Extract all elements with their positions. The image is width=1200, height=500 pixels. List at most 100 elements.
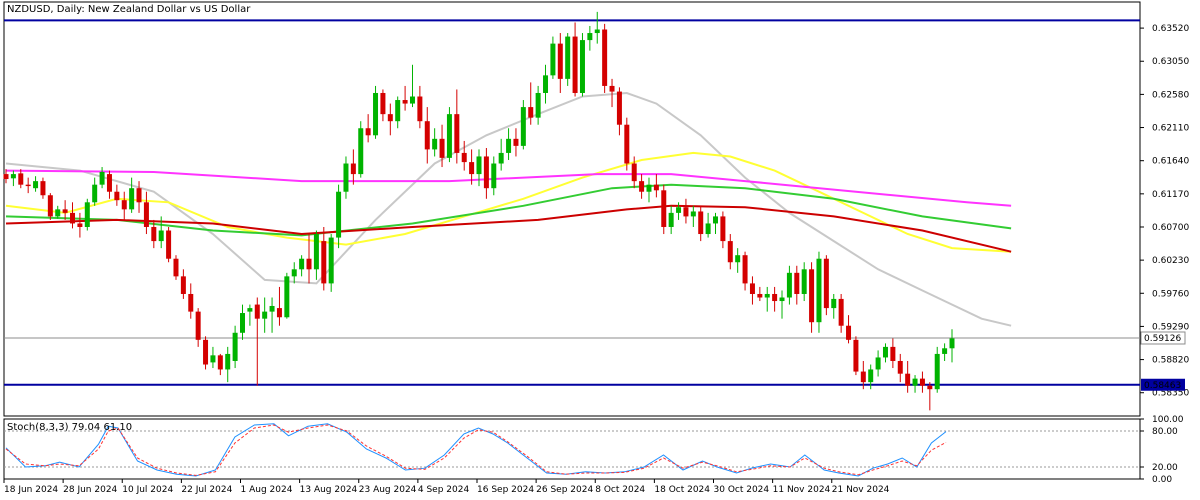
x-tick-label: 22 Jul 2024 (181, 485, 232, 495)
candle-body (321, 241, 327, 284)
x-tick-label: 10 Jul 2024 (122, 485, 173, 495)
candle-body (831, 298, 837, 309)
candle-body (905, 373, 911, 386)
candle-body (158, 230, 164, 242)
candle-body (291, 269, 297, 277)
x-tick-label: 28 Jun 2024 (63, 485, 117, 495)
candle-body (373, 92, 379, 136)
current-price-box (1140, 331, 1186, 345)
candle-body (890, 346, 896, 361)
moving-average-line (5, 204, 1012, 253)
candle-body (446, 114, 452, 158)
y-tick-label: 0.58820 (1152, 356, 1189, 366)
candle-body (483, 156, 489, 189)
candle-body (491, 163, 497, 189)
candle-body (875, 357, 881, 370)
candle-body (698, 211, 704, 235)
candle-body (853, 339, 859, 372)
stoch-tick-label: 100.00 (1152, 415, 1184, 425)
candle-body (240, 313, 245, 333)
y-tick-label: 0.60700 (1152, 223, 1189, 233)
candle-body (269, 305, 275, 312)
candle-body (668, 212, 674, 227)
candle-body (942, 348, 948, 354)
candle-body (794, 272, 800, 294)
candle-body (801, 269, 807, 294)
candle-body (543, 75, 549, 93)
x-tick-label: 4 Sep 2024 (418, 485, 470, 495)
chart-title: NZDUSD, Daily: New Zealand Dollar vs US … (7, 4, 251, 15)
candle-body (919, 378, 925, 386)
candle-body (690, 211, 696, 217)
candle-body (387, 114, 393, 122)
candle-body (188, 293, 194, 312)
x-tick-label: 18 Oct 2024 (654, 485, 710, 495)
candle-body (772, 293, 778, 302)
candle-body (203, 339, 209, 365)
candle-body (70, 212, 76, 224)
candle-body (180, 276, 186, 294)
candle-body (631, 163, 637, 182)
candle-body (506, 138, 512, 153)
candle-body (336, 191, 342, 238)
candle-body (262, 311, 268, 319)
candle-body (572, 36, 578, 93)
candle-body (749, 283, 755, 294)
candle-body (476, 156, 482, 175)
candle-body (461, 152, 467, 163)
candle-body (846, 325, 852, 340)
x-tick-label: 16 Sep 2024 (477, 485, 534, 495)
candle-body (121, 200, 127, 210)
y-tick-label: 0.59760 (1152, 289, 1189, 299)
x-tick-label: 30 Oct 2024 (714, 485, 770, 495)
candle-body (713, 216, 718, 224)
candle-body (217, 355, 223, 370)
candle-body (343, 163, 349, 192)
candle-body (535, 92, 541, 118)
candle-body (868, 369, 874, 383)
candle-body (173, 258, 179, 277)
y-tick-label: 0.61640 (1152, 157, 1189, 167)
candle-body (882, 346, 888, 358)
candle-body (661, 190, 667, 227)
candle-body (594, 29, 600, 34)
candle-body (579, 40, 585, 93)
candle-body (166, 230, 172, 259)
stoch-title: Stoch(8,3,3) 79.04 61.10 (7, 422, 132, 433)
candle-body (55, 209, 61, 217)
candle-body (129, 188, 135, 210)
candle-body (786, 272, 792, 298)
candle-body (528, 107, 534, 118)
candle-body (99, 171, 105, 185)
candle-body (195, 311, 201, 340)
candle-body (77, 223, 83, 227)
candle-body (84, 202, 90, 227)
candle-body (151, 226, 157, 242)
candle-body (350, 163, 356, 175)
candle-body (409, 96, 415, 104)
candle-body (136, 188, 142, 203)
candle-body (816, 258, 822, 323)
candle-body (949, 338, 955, 349)
candle-body (587, 33, 593, 41)
x-tick-label: 8 Oct 2024 (595, 485, 645, 495)
candle-body (624, 124, 630, 164)
candle-body (47, 195, 53, 217)
candle-body (454, 114, 460, 153)
candle-body (18, 173, 24, 185)
candle-body (927, 385, 933, 390)
x-tick-label: 26 Sep 2024 (536, 485, 593, 495)
support-price-label: 0.58463 (1144, 381, 1181, 391)
stoch-panel-frame (3, 418, 1141, 480)
candle-body (720, 216, 726, 242)
candle-body (757, 293, 763, 298)
y-tick-label: 0.59290 (1152, 322, 1189, 332)
candle-body (284, 276, 290, 318)
candle-body (912, 378, 918, 386)
candle-body (358, 128, 364, 175)
current-price-label: 0.59126 (1144, 334, 1181, 344)
x-tick-label: 1 Aug 2024 (241, 485, 293, 495)
candle-body (328, 237, 334, 284)
candle-body (10, 174, 16, 179)
